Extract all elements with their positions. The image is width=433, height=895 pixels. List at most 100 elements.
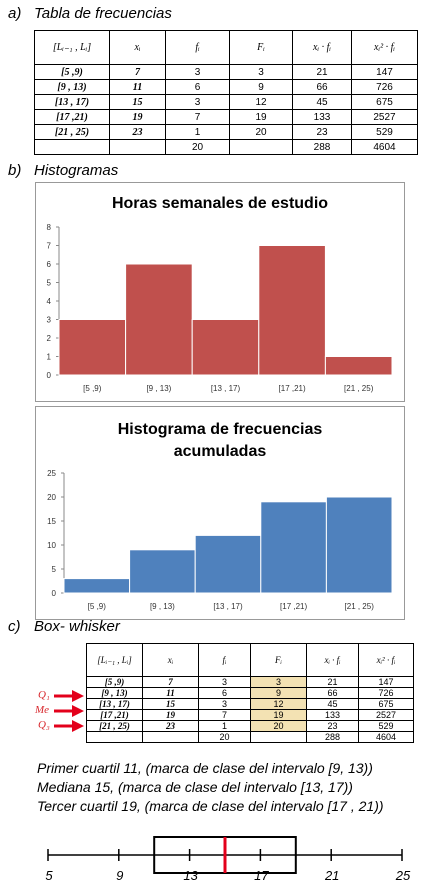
table-cell: 21	[306, 676, 359, 688]
table-cell: [13 , 17)	[86, 698, 143, 710]
q3-arrow-label: Q₃	[38, 719, 50, 731]
y-tick-label: 0	[52, 589, 57, 598]
col-header-fi: fᵢ	[165, 30, 230, 65]
table-cell: 675	[358, 698, 414, 710]
table-cell: 20	[198, 731, 251, 743]
table-cell: 45	[292, 94, 352, 110]
bar	[258, 245, 326, 376]
y-tick-label: 5	[47, 279, 52, 288]
table-cell: 12	[229, 94, 293, 110]
table-cell: [5 ,9)	[34, 64, 110, 80]
table-cell: 288	[306, 731, 359, 743]
table-row: [9 , 13) 11 6 9 66 726	[86, 687, 414, 699]
table-cell: 288	[292, 139, 352, 155]
col-header-interval: [Lᵢ₋₁ , Lᵢ]	[86, 643, 143, 677]
section-b-title: Histogramas	[34, 162, 119, 179]
table-cell: 3	[165, 64, 230, 80]
table-cell: 529	[358, 720, 414, 732]
col-header-xi: xᵢ	[142, 643, 199, 677]
table-cell: [5 ,9)	[86, 676, 143, 688]
table-cell: 4604	[351, 139, 418, 155]
section-b-label: b) Histogramas	[8, 162, 118, 179]
right-arrow-icon	[54, 705, 84, 717]
table-cell: 133	[292, 109, 352, 125]
table-row: [21 , 25) 23 1 20 23 529	[86, 720, 414, 732]
right-arrow-icon	[54, 690, 84, 702]
table-cell: [17 ,21)	[34, 109, 110, 125]
frequency-table-quartiles: [Lᵢ₋₁ , Lᵢ] xᵢ fᵢ Fᵢ xᵢ · fᵢ xᵢ² · fᵢ [5…	[86, 643, 414, 743]
y-tick-label: 25	[47, 469, 56, 478]
section-a-letter: a)	[8, 5, 22, 22]
box-whisker-plot: 5 9 13 17 21 25	[45, 836, 411, 883]
axis-tick-label: 25	[395, 868, 411, 883]
col-header-xi2fi: xᵢ² · fᵢ	[351, 30, 418, 65]
table-cell: 19	[250, 709, 307, 721]
x-tick-label: [9 , 13)	[146, 384, 171, 393]
table-row: [21 , 25) 23 1 20 23 529	[34, 124, 418, 140]
table-cell: 23	[292, 124, 352, 140]
third-quartile-text: Tercer cuartil 19, (marca de clase del i…	[37, 798, 384, 814]
table-cell: 7	[109, 64, 166, 80]
section-c-title: Box- whisker	[34, 618, 120, 635]
table-cell: 147	[351, 64, 418, 80]
y-tick-label: 5	[52, 565, 57, 574]
y-tick-label: 0	[47, 371, 52, 380]
table-cell: 2527	[358, 709, 414, 721]
col-header-xifi: xᵢ · fᵢ	[292, 30, 352, 65]
table-cell: 7	[198, 709, 251, 721]
x-tick-label: [17 ,21)	[280, 602, 307, 611]
frequency-table: [Lᵢ₋₁ , Lᵢ] xᵢ fᵢ Fᵢ xᵢ · fᵢ xᵢ² · fᵢ [5…	[34, 30, 418, 155]
table-cell: 1	[165, 124, 230, 140]
table-cell	[142, 731, 199, 743]
table-cell: 19	[142, 709, 199, 721]
table-cell: [9 , 13)	[34, 79, 110, 95]
table-row: [13 , 17) 15 3 12 45 675	[86, 698, 414, 710]
axis-tick-label: 5	[45, 868, 53, 883]
axis-tick-label: 21	[324, 868, 339, 883]
x-tick-label: [5 ,9)	[88, 602, 107, 611]
table-cell	[86, 731, 143, 743]
section-b-letter: b)	[8, 162, 22, 179]
table-cell: 66	[292, 79, 352, 95]
cumulative-histogram-title-line2: acumuladas	[173, 443, 267, 460]
cumulative-histogram-title-line1: Histograma de frecuencias	[117, 421, 323, 438]
first-quartile-text: Primer cuartil 11, (marca de clase del i…	[37, 760, 373, 776]
table-cell: [21 , 25)	[34, 124, 110, 140]
section-a-title: Tabla de frecuencias	[34, 5, 172, 22]
table-row: [17 ,21) 19 7 19 133 2527	[34, 109, 418, 125]
histogram-title: Horas semanales de estudio	[111, 195, 329, 212]
col-header-interval: [Lᵢ₋₁ , Lᵢ]	[34, 30, 110, 65]
table-cell: 9	[250, 687, 307, 699]
table-cell: 21	[292, 64, 352, 80]
table-cell: [17 ,21)	[86, 709, 143, 721]
table-cell: 1	[198, 720, 251, 732]
y-tick-label: 4	[47, 297, 52, 306]
y-tick-label: 15	[47, 517, 56, 526]
axis-tick-label: 9	[116, 868, 123, 883]
table-cell: 66	[306, 687, 359, 699]
bar	[125, 263, 193, 376]
median-arrow-label: Me	[35, 704, 50, 716]
table-cell: [21 , 25)	[86, 720, 143, 732]
table-cell: 3	[165, 94, 230, 110]
col-header-Fi: Fᵢ	[250, 643, 307, 677]
table-cell	[229, 139, 293, 155]
col-header-xifi: xᵢ · fᵢ	[306, 643, 359, 677]
bar	[325, 496, 393, 594]
bar	[194, 534, 262, 594]
table-cell: 15	[142, 698, 199, 710]
x-tick-label: [5 ,9)	[83, 384, 102, 393]
x-tick-label: [21 , 25)	[344, 384, 374, 393]
table-cell: 20	[229, 124, 293, 140]
table-cell: 3	[250, 676, 307, 688]
col-header-xi: xᵢ	[109, 30, 166, 65]
x-tick-label: [9 , 13)	[150, 602, 175, 611]
table-total-row: 20 288 4604	[34, 139, 418, 155]
table-cell: 19	[109, 109, 166, 125]
x-tick-label: [13 , 17)	[213, 602, 243, 611]
q1-arrow-label: Q₁	[38, 689, 50, 701]
table-row: [13 , 17) 15 3 12 45 675	[34, 94, 418, 110]
table-cell: 529	[351, 124, 418, 140]
bar	[58, 319, 127, 376]
table-cell: 23	[109, 124, 166, 140]
